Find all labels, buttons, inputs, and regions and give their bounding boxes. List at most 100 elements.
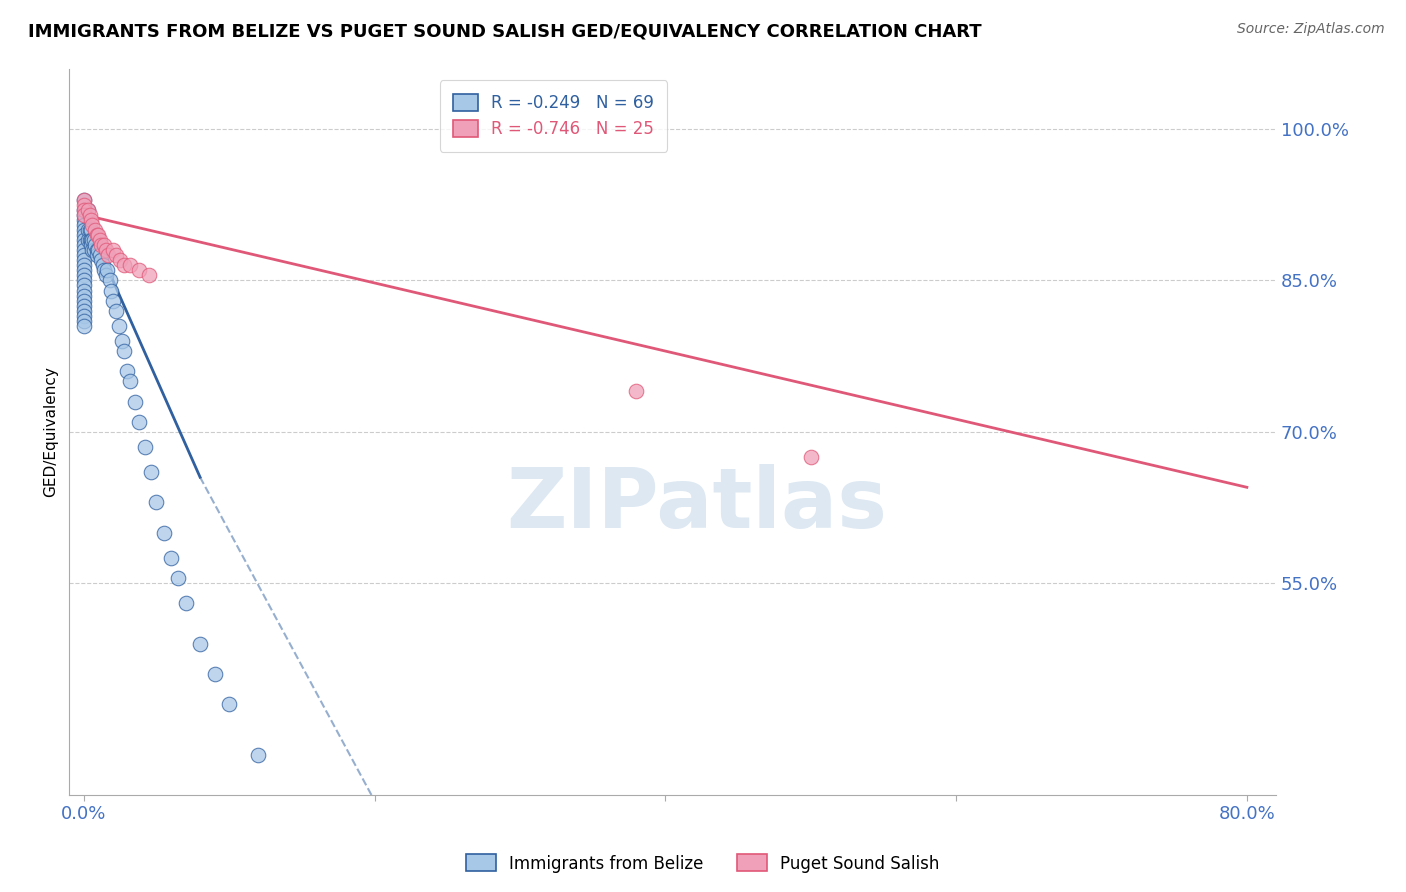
Point xyxy=(73,278,96,293)
Point xyxy=(90,238,112,252)
Point xyxy=(73,268,96,283)
Point xyxy=(73,248,96,262)
Point xyxy=(128,415,150,429)
Point xyxy=(73,233,96,247)
Point xyxy=(80,223,103,237)
Point xyxy=(160,550,183,565)
Point xyxy=(80,233,103,247)
Legend: Immigrants from Belize, Puget Sound Salish: Immigrants from Belize, Puget Sound Sali… xyxy=(460,847,946,880)
Point xyxy=(86,248,108,262)
Y-axis label: GED/Equivalency: GED/Equivalency xyxy=(44,367,58,497)
Point xyxy=(117,364,139,378)
Point xyxy=(73,193,96,207)
Point xyxy=(79,208,101,222)
Point xyxy=(247,747,270,762)
Point xyxy=(86,227,108,242)
Point xyxy=(104,303,127,318)
Text: ZIPatlas: ZIPatlas xyxy=(506,464,887,545)
Point xyxy=(73,227,96,242)
Point xyxy=(96,263,118,277)
Point xyxy=(138,268,160,283)
Point xyxy=(114,344,136,359)
Point xyxy=(73,198,96,212)
Text: Source: ZipAtlas.com: Source: ZipAtlas.com xyxy=(1237,22,1385,37)
Point xyxy=(77,202,100,217)
Point xyxy=(101,243,124,257)
Point xyxy=(73,284,96,298)
Point xyxy=(73,318,96,333)
Point xyxy=(152,525,174,540)
Point xyxy=(93,238,115,252)
Point xyxy=(84,223,107,237)
Point xyxy=(86,243,108,257)
Point xyxy=(104,248,127,262)
Point xyxy=(73,208,96,222)
Point xyxy=(100,284,122,298)
Point xyxy=(73,303,96,318)
Point xyxy=(114,258,136,272)
Point xyxy=(80,238,103,252)
Point xyxy=(87,243,110,257)
Point xyxy=(73,263,96,277)
Point xyxy=(107,318,129,333)
Point xyxy=(73,309,96,323)
Legend: R = -0.249   N = 69, R = -0.746   N = 25: R = -0.249 N = 69, R = -0.746 N = 25 xyxy=(440,80,668,152)
Point xyxy=(73,193,96,207)
Point xyxy=(73,202,96,217)
Point xyxy=(77,202,100,217)
Point xyxy=(120,375,142,389)
Point xyxy=(73,293,96,308)
Point xyxy=(108,253,131,268)
Point xyxy=(82,218,104,232)
Point xyxy=(79,233,101,247)
Point xyxy=(87,227,110,242)
Point xyxy=(73,258,96,272)
Point xyxy=(93,263,115,277)
Point xyxy=(83,233,105,247)
Point xyxy=(188,637,211,651)
Text: IMMIGRANTS FROM BELIZE VS PUGET SOUND SALISH GED/EQUIVALENCY CORRELATION CHART: IMMIGRANTS FROM BELIZE VS PUGET SOUND SA… xyxy=(28,22,981,40)
Point xyxy=(120,258,142,272)
Point xyxy=(218,698,240,712)
Point xyxy=(73,223,96,237)
Point xyxy=(89,233,111,247)
Point xyxy=(73,273,96,287)
Point xyxy=(73,208,96,222)
Point xyxy=(167,571,190,585)
Point xyxy=(101,293,124,308)
Point xyxy=(73,288,96,302)
Point xyxy=(94,243,117,257)
Point xyxy=(91,258,114,272)
Point xyxy=(73,253,96,268)
Point xyxy=(174,596,197,610)
Point xyxy=(77,233,100,247)
Point xyxy=(128,263,150,277)
Point xyxy=(82,233,104,247)
Point xyxy=(134,440,156,454)
Point xyxy=(124,394,146,409)
Point xyxy=(89,248,111,262)
Point xyxy=(83,243,105,257)
Point xyxy=(98,273,121,287)
Point xyxy=(97,248,120,262)
Point xyxy=(110,334,132,348)
Point xyxy=(204,667,226,681)
Point xyxy=(90,253,112,268)
Point xyxy=(82,243,104,257)
Point xyxy=(80,213,103,227)
Point xyxy=(139,465,162,479)
Point xyxy=(73,314,96,328)
Point xyxy=(73,202,96,217)
Point xyxy=(800,450,823,464)
Point xyxy=(79,223,101,237)
Point xyxy=(73,238,96,252)
Point xyxy=(145,495,167,509)
Point xyxy=(73,218,96,232)
Point xyxy=(94,268,117,283)
Point xyxy=(77,223,100,237)
Point xyxy=(626,384,648,399)
Point xyxy=(84,238,107,252)
Point xyxy=(73,213,96,227)
Point xyxy=(73,243,96,257)
Point xyxy=(73,299,96,313)
